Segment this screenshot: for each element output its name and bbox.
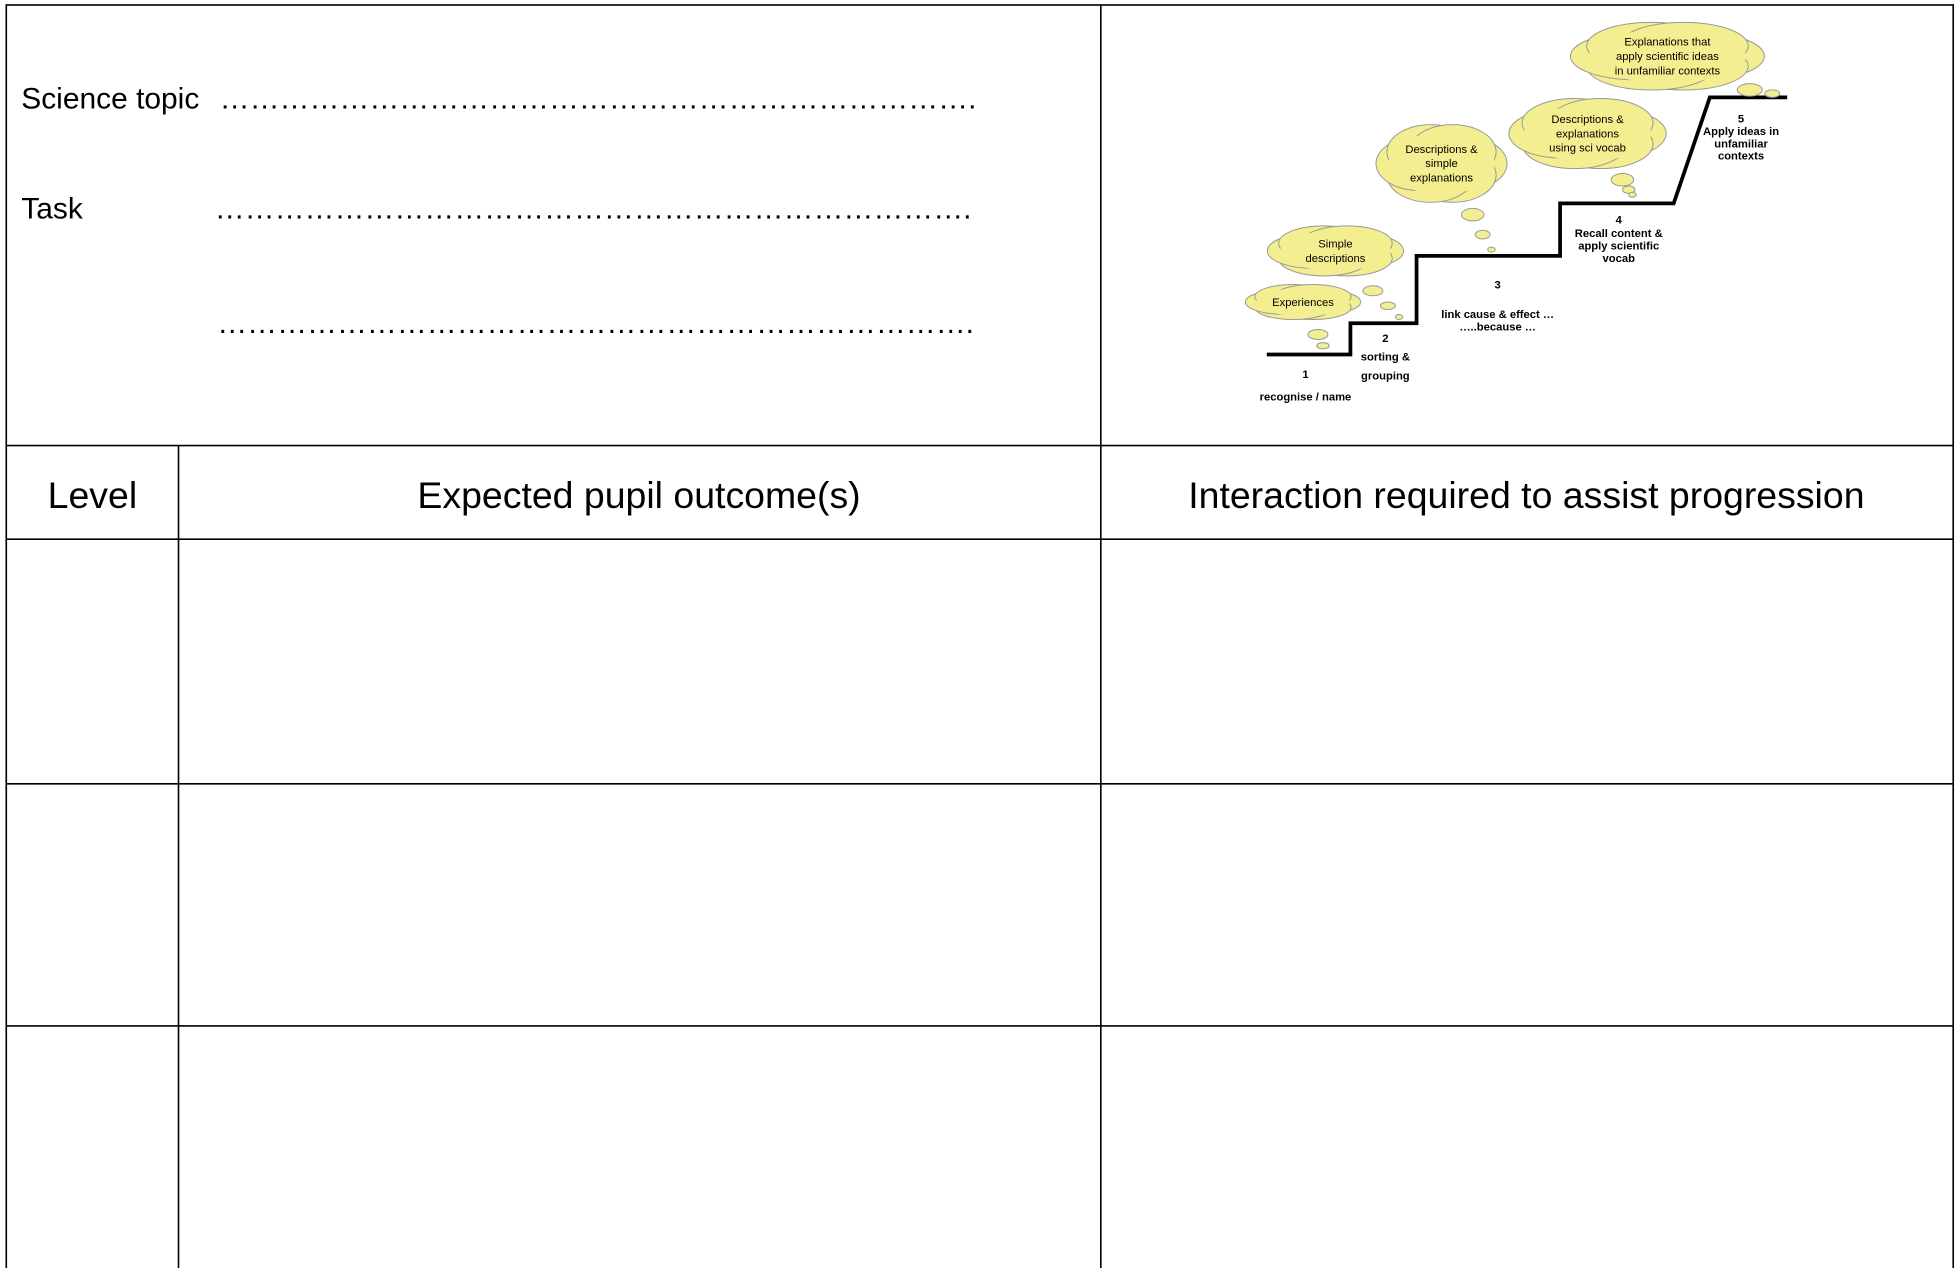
cloud-body [1256, 288, 1350, 317]
thought-cloud: Descriptions & explanations using sci voca… [1508, 97, 1667, 198]
cloud-text: Descriptions & [1551, 114, 1624, 126]
cloud-body [1388, 132, 1495, 195]
cloud-bubble [1362, 285, 1384, 297]
outer-border [5, 4, 1955, 1268]
cloud-bubble [1736, 83, 1763, 97]
step-label: Apply ideas in [1703, 126, 1779, 138]
cloud-text: simple [1425, 158, 1457, 170]
step-label: sorting & [1361, 352, 1410, 364]
step-number: 1 [1302, 369, 1308, 381]
cloud-bubble [1487, 246, 1496, 253]
cloud-text: Explanations that [1624, 37, 1711, 49]
step-number: 2 [1382, 333, 1388, 345]
step-label: contexts [1718, 151, 1764, 163]
step-label: Recall content & [1575, 228, 1663, 240]
task-dots: …………………………………………………………………. [217, 307, 974, 340]
cloud-bubble [1474, 229, 1491, 240]
cloud-bubble [1379, 301, 1396, 311]
cloud-bubble [1307, 328, 1329, 340]
thought-cloud: Descriptions & simple explanations [1375, 124, 1508, 253]
thought-cloud: Explanations that apply scientific ideas i… [1569, 21, 1781, 98]
topic-dots: …………………………………………………………………. [220, 83, 977, 116]
cloud-bubble [1610, 172, 1635, 187]
cloud-body [1523, 105, 1652, 162]
step-number: 3 [1495, 279, 1501, 291]
column-header: Level [48, 474, 138, 516]
step-number: 5 [1738, 113, 1744, 125]
step-label: grouping [1361, 370, 1410, 382]
cloud-text: explanations [1410, 173, 1473, 185]
step-label: apply scientific [1578, 241, 1659, 253]
cloud-bubble [1460, 207, 1485, 222]
cloud-bubble [1394, 314, 1404, 320]
topic-label: Science topic [21, 83, 199, 116]
task-label: Task [21, 192, 84, 225]
cloud-body [1588, 29, 1746, 84]
step-label: …..because … [1459, 322, 1536, 334]
thought-cloud: Experiences [1244, 283, 1396, 350]
cloud-text: explanations [1556, 128, 1619, 140]
step-label: link cause & effect … [1441, 309, 1554, 321]
cloud-text: Simple [1318, 238, 1352, 250]
step-label: unfamiliar [1714, 138, 1768, 150]
step-label: recognise / name [1260, 392, 1352, 404]
cloud-text: apply scientific ideas [1616, 51, 1719, 63]
column-header: Interaction required to assist progressi… [1188, 474, 1864, 516]
thought-cloud: Simple descriptions [1266, 225, 1405, 320]
step-number: 4 [1616, 214, 1623, 226]
cloud-bubble [1764, 89, 1781, 98]
cloud-text: Experiences [1272, 297, 1334, 309]
cloud-bubble [1628, 191, 1637, 198]
cloud-body [1280, 230, 1391, 271]
cloud-text: using sci vocab [1549, 143, 1626, 155]
task-dots: …………………………………………………………………. [215, 192, 972, 225]
cloud-text: descriptions [1305, 253, 1365, 265]
cloud-bubble [1316, 342, 1330, 350]
cloud-text: in unfamiliar contexts [1615, 65, 1721, 77]
cloud-text: Descriptions & [1405, 144, 1478, 156]
progression-diagram: Experiences Simple descriptions Description… [1244, 21, 1788, 404]
staircase [1266, 95, 1788, 357]
column-header: Expected pupil outcome(s) [417, 474, 860, 516]
step-label: vocab [1603, 253, 1636, 265]
